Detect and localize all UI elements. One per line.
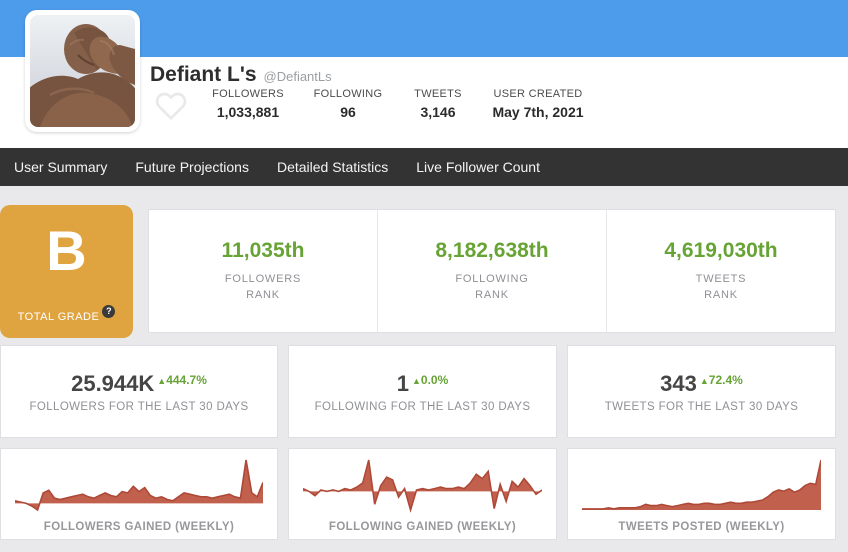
rank-label: FOLLOWING RANK [455, 273, 529, 301]
following-gained-sparkline [303, 459, 542, 513]
followers-30-day-card: 25.944K ▲444.7% FOLLOWERS FOR THE LAST 30… [0, 345, 278, 438]
stat-delta: ▲444.7% [157, 372, 207, 387]
stat-delta: ▲0.0% [411, 372, 449, 387]
following-rank: 8,182,638th FOLLOWING RANK [377, 210, 606, 332]
nav-tab-detailed-statistics[interactable]: Detailed Statistics [276, 159, 389, 175]
profile-name-row: Defiant L's @DefiantLs [150, 63, 332, 87]
following-30-day-card: 1 ▲0.0% FOLLOWING FOR THE LAST 30 DAYS [288, 345, 557, 438]
section-nav-bar: User Summary Future Projections Detailed… [0, 148, 848, 186]
header-stat-value: May 7th, 2021 [492, 104, 584, 120]
stat-delta: ▲72.4% [699, 372, 743, 387]
stat-value-row: 343 ▲72.4% [660, 371, 743, 397]
tweets-posted-sparkline [582, 459, 821, 510]
rank-label: TWEETS RANK [695, 273, 747, 301]
followers-rank: 11,035th FOLLOWERS RANK [149, 210, 377, 332]
header-stat-tweets: TWEETS 3,146 [403, 88, 473, 120]
stat-label: TWEETS FOR THE LAST 30 DAYS [604, 400, 799, 413]
grade-label: TOTAL GRADE [17, 310, 100, 323]
header-stat-value: 3,146 [420, 104, 456, 120]
ranks-card: 11,035th FOLLOWERS RANK 8,182,638th FOLLO… [148, 209, 836, 333]
header-stat-value: 1,033,881 [216, 104, 280, 120]
rank-value: 8,182,638th [435, 239, 549, 262]
header-stat-value: 96 [340, 104, 356, 120]
header-stat-following: FOLLOWING 96 [303, 88, 393, 120]
sparkline-label: FOLLOWING GAINED (WEEKLY) [328, 521, 517, 533]
rank-label: FOLLOWERS RANK [224, 273, 302, 301]
stat-value: 25.944K [71, 370, 155, 396]
sparkline-label: TWEETS POSTED (WEEKLY) [618, 521, 785, 533]
tweets-30-day-card: 343 ▲72.4% TWEETS FOR THE LAST 30 DAYS [567, 345, 836, 438]
nav-tab-live-follower-count[interactable]: Live Follower Count [416, 159, 540, 175]
tweets-rank: 4,619,030th TWEETS RANK [606, 210, 835, 332]
stat-value: 1 [396, 370, 409, 396]
header-banner [0, 0, 848, 57]
grade-letter: B [46, 219, 87, 282]
header-stat-user-created: USER CREATED May 7th, 2021 [483, 88, 593, 120]
question-mark-icon[interactable]: ? [102, 305, 116, 318]
sparkline-label: FOLLOWERS GAINED (WEEKLY) [43, 521, 235, 533]
rank-value: 11,035th [221, 239, 305, 262]
profile-header-stats: FOLLOWERS 1,033,881 FOLLOWING 96 TWEETS … [203, 88, 593, 120]
up-arrow-icon: ▲ [699, 375, 709, 386]
followers-gained-weekly-card: FOLLOWERS GAINED (WEEKLY) [0, 448, 278, 540]
followers-gained-sparkline [15, 459, 263, 512]
profile-header-background [0, 57, 848, 148]
user-handle: @DefiantLs [263, 69, 332, 84]
rank-value: 4,619,030th [664, 239, 778, 262]
header-stat-label: FOLLOWERS [212, 88, 284, 100]
stat-value-row: 25.944K ▲444.7% [71, 371, 207, 397]
facepalm-statue-image [30, 15, 135, 127]
nav-tab-future-projections[interactable]: Future Projections [135, 159, 249, 175]
up-arrow-icon: ▲ [411, 375, 421, 386]
stat-label: FOLLOWERS FOR THE LAST 30 DAYS [29, 400, 249, 413]
total-grade-card: B TOTAL GRADE ? [0, 205, 133, 338]
stat-label: FOLLOWING FOR THE LAST 30 DAYS [314, 400, 531, 413]
header-stat-label: TWEETS [414, 88, 462, 100]
up-arrow-icon: ▲ [157, 375, 167, 386]
nav-tab-user-summary[interactable]: User Summary [14, 159, 108, 175]
avatar [25, 10, 140, 132]
favorite-heart-icon[interactable] [155, 90, 187, 120]
stat-value-row: 1 ▲0.0% [397, 371, 449, 397]
header-stat-label: FOLLOWING [313, 88, 383, 100]
tweets-posted-weekly-card: TWEETS POSTED (WEEKLY) [567, 448, 836, 540]
header-stat-followers: FOLLOWERS 1,033,881 [203, 88, 293, 120]
stat-value: 343 [660, 370, 697, 396]
display-name: Defiant L's [150, 63, 257, 86]
following-gained-weekly-card: FOLLOWING GAINED (WEEKLY) [288, 448, 557, 540]
header-stat-label: USER CREATED [493, 88, 583, 100]
